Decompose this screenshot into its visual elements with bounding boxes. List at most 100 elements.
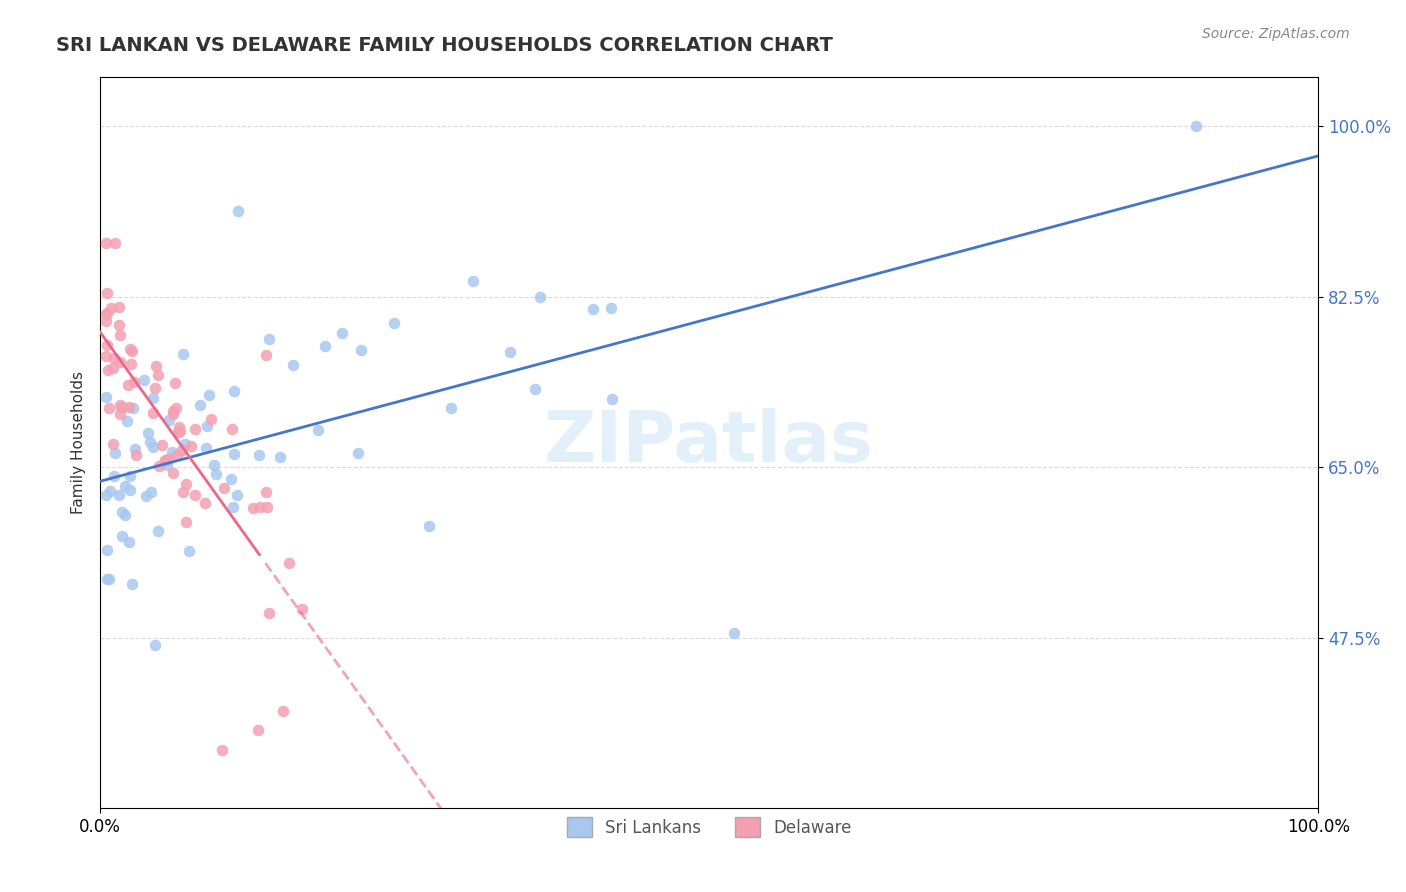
Point: [222, 500, 245, 514]
Point: [307, 423, 329, 437]
Point: [194, 442, 217, 456]
Point: [96, 285, 118, 300]
Point: [170, 442, 193, 457]
Point: [108, 318, 131, 333]
Point: [101, 436, 124, 450]
Point: [97, 401, 120, 416]
Point: [165, 401, 187, 415]
Point: [582, 302, 605, 317]
Point: [162, 467, 184, 481]
Point: [723, 626, 745, 640]
Point: [120, 357, 142, 371]
Point: [330, 326, 353, 341]
Point: [98, 483, 121, 498]
Point: [143, 381, 166, 395]
Point: [350, 343, 373, 358]
Point: [156, 458, 179, 472]
Point: [111, 528, 134, 542]
Point: [204, 458, 226, 472]
Point: [118, 534, 141, 549]
Point: [103, 469, 125, 483]
Point: [153, 454, 176, 468]
Point: [188, 398, 211, 412]
Point: [118, 468, 141, 483]
Point: [198, 387, 221, 401]
Point: [125, 448, 148, 462]
Text: SRI LANKAN VS DELAWARE FAMILY HOUSEHOLDS CORRELATION CHART: SRI LANKAN VS DELAWARE FAMILY HOUSEHOLDS…: [56, 36, 834, 54]
Point: [197, 418, 219, 433]
Point: [172, 347, 194, 361]
Point: [1185, 119, 1208, 133]
Point: [165, 376, 187, 391]
Point: [110, 327, 132, 342]
Point: [142, 391, 165, 405]
Point: [108, 398, 131, 412]
Point: [96, 236, 118, 251]
Point: [110, 355, 132, 369]
Point: [96, 572, 118, 586]
Point: [143, 638, 166, 652]
Point: [104, 446, 127, 460]
Point: [347, 446, 370, 460]
Point: [184, 422, 207, 436]
Point: [96, 337, 118, 351]
Point: [132, 373, 155, 387]
Point: [114, 479, 136, 493]
Point: [122, 375, 145, 389]
Point: [96, 543, 118, 558]
Point: [114, 508, 136, 522]
Text: ZIPatlas: ZIPatlas: [544, 409, 875, 477]
Point: [120, 342, 142, 356]
Point: [382, 316, 405, 330]
Point: [529, 290, 551, 304]
Point: [184, 487, 207, 501]
Point: [96, 487, 118, 501]
Point: [121, 401, 143, 416]
Point: [256, 500, 278, 514]
Point: [599, 301, 621, 315]
Point: [291, 601, 314, 615]
Point: [118, 483, 141, 498]
Point: [97, 572, 120, 586]
Point: [101, 361, 124, 376]
Point: [440, 401, 463, 415]
Point: [174, 477, 197, 491]
Point: [314, 339, 336, 353]
Point: [145, 359, 167, 373]
Point: [254, 348, 277, 362]
Point: [103, 351, 125, 365]
Point: [162, 404, 184, 418]
Point: [157, 451, 180, 466]
Point: [121, 343, 143, 358]
Point: [96, 390, 118, 404]
Point: [138, 425, 160, 440]
Point: [169, 425, 191, 439]
Point: [96, 306, 118, 320]
Point: [150, 437, 173, 451]
Point: [221, 472, 243, 486]
Point: [222, 384, 245, 398]
Point: [111, 400, 134, 414]
Point: [257, 332, 280, 346]
Point: [108, 407, 131, 421]
Point: [100, 301, 122, 316]
Point: [499, 344, 522, 359]
Point: [96, 349, 118, 363]
Point: [146, 524, 169, 538]
Point: [194, 496, 217, 510]
Y-axis label: Family Households: Family Households: [72, 371, 86, 515]
Point: [135, 489, 157, 503]
Point: [225, 488, 247, 502]
Point: [111, 505, 134, 519]
Point: [139, 434, 162, 449]
Point: [148, 368, 170, 383]
Point: [269, 450, 291, 465]
Point: [104, 236, 127, 251]
Point: [254, 484, 277, 499]
Point: [174, 436, 197, 450]
Point: [107, 300, 129, 314]
Point: [124, 442, 146, 456]
Point: [461, 274, 484, 288]
Point: [214, 481, 236, 495]
Point: [174, 515, 197, 529]
